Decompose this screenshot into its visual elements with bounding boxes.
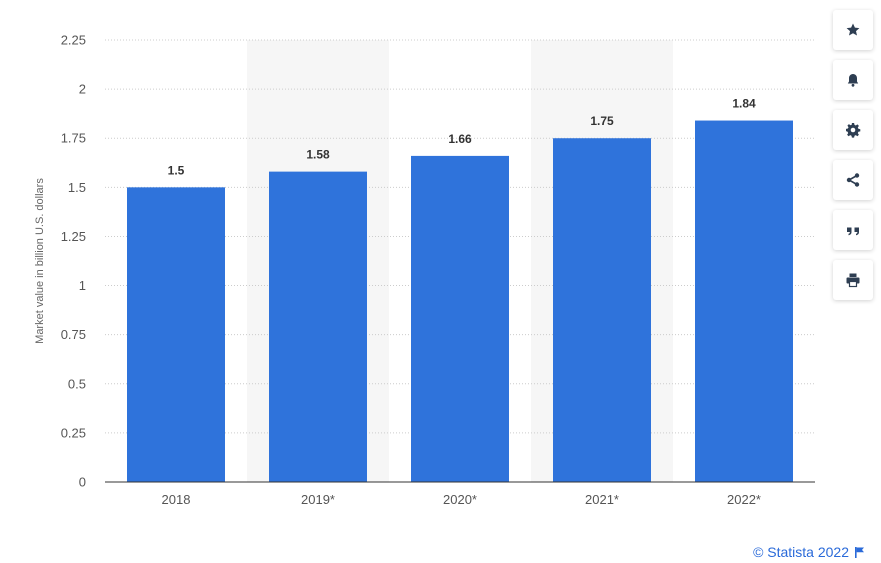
favorite-button[interactable] xyxy=(833,10,873,50)
y-tick-label: 0.75 xyxy=(61,327,86,342)
y-tick-label: 2 xyxy=(79,82,86,97)
y-tick-label: 1.75 xyxy=(61,131,86,146)
y-tick-label: 0.25 xyxy=(61,425,86,440)
flag-icon xyxy=(855,546,864,558)
x-axis-ticks: 2018 2019* 2020* 2021* 2022* xyxy=(162,492,761,507)
x-tick-label: 2018 xyxy=(162,492,191,507)
share-icon xyxy=(846,173,860,187)
share-button[interactable] xyxy=(833,160,873,200)
bar[interactable] xyxy=(411,155,509,482)
notification-button[interactable] xyxy=(833,60,873,100)
bar[interactable] xyxy=(553,138,651,482)
y-tick-label: 0 xyxy=(79,475,86,490)
y-tick-label: 1.25 xyxy=(61,229,86,244)
data-label: 1.66 xyxy=(448,132,472,146)
bell-icon xyxy=(847,74,859,87)
y-tick-label: 1 xyxy=(79,278,86,293)
side-toolbar xyxy=(833,10,873,300)
credit-text: © Statista 2022 xyxy=(753,544,849,560)
cite-button[interactable] xyxy=(833,210,873,250)
data-label: 1.84 xyxy=(732,97,756,111)
printer-icon xyxy=(846,273,860,288)
settings-button[interactable] xyxy=(833,110,873,150)
y-axis-ticks: 0 0.25 0.5 0.75 1 1.25 1.5 1.75 2 2.25 xyxy=(61,33,86,490)
y-axis-title: Market value in billion U.S. dollars xyxy=(34,178,46,344)
y-tick-label: 0.5 xyxy=(68,376,86,391)
x-tick-label: 2020* xyxy=(443,492,477,507)
data-label: 1.5 xyxy=(168,163,185,177)
bar-chart: 0 0.25 0.5 0.75 1 1.25 1.5 1.75 2 2.25 1.5 1.58 1.6… xyxy=(34,33,815,507)
data-label: 1.75 xyxy=(590,114,614,128)
print-button[interactable] xyxy=(833,260,873,300)
y-tick-label: 1.5 xyxy=(68,180,86,195)
data-labels: 1.5 1.58 1.66 1.75 1.84 xyxy=(168,97,756,178)
quote-icon xyxy=(847,227,859,236)
x-tick-label: 2019* xyxy=(301,492,335,507)
gear-icon xyxy=(846,123,861,138)
bars xyxy=(127,120,793,483)
y-tick-label: 2.25 xyxy=(61,33,86,48)
x-tick-label: 2022* xyxy=(727,492,761,507)
bar[interactable] xyxy=(127,187,225,483)
star-icon xyxy=(846,23,860,36)
bar[interactable] xyxy=(695,120,793,482)
statista-credit-link[interactable]: © Statista 2022 xyxy=(753,544,865,560)
x-tick-label: 2021* xyxy=(585,492,619,507)
data-label: 1.58 xyxy=(306,148,330,162)
bar[interactable] xyxy=(269,171,367,482)
